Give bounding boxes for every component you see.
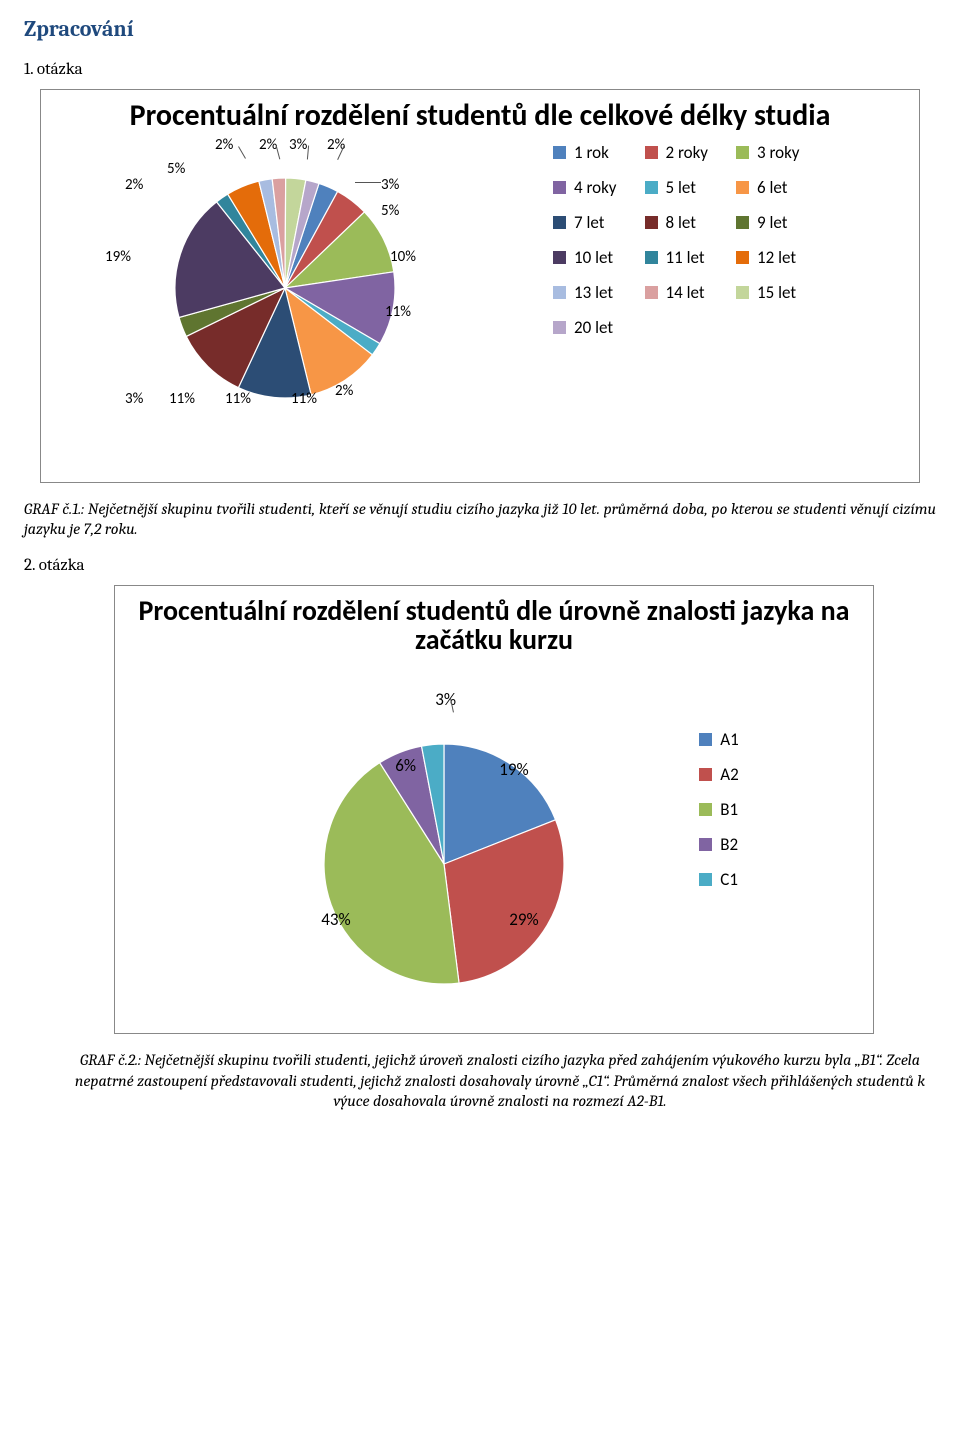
legend-item: 5 let — [645, 177, 709, 198]
legend-swatch — [699, 768, 712, 781]
legend-swatch — [645, 251, 658, 264]
legend-item: 6 let — [736, 177, 800, 198]
legend-swatch — [645, 286, 658, 299]
legend-label: 3 roky — [757, 142, 800, 163]
legend-swatch — [553, 216, 566, 229]
pct-label: 19% — [499, 759, 528, 780]
chart-1-legend: 1 rok 2 roky 3 roky 4 roky 5 let 6 let 7 let 8 … — [553, 142, 800, 338]
legend-label: 15 let — [757, 282, 796, 303]
legend-swatch — [645, 181, 658, 194]
pct-label: 11% — [291, 390, 317, 408]
legend-swatch — [699, 803, 712, 816]
pct-label: 3% — [125, 390, 143, 408]
legend-label: A1 — [720, 729, 738, 750]
legend-item: 3 roky — [736, 142, 800, 163]
pct-label: 2% — [327, 136, 345, 154]
pct-label: 2% — [125, 176, 143, 194]
legend-label: 1 rok — [574, 142, 609, 163]
legend-label: 8 let — [666, 212, 696, 233]
legend-item: 13 let — [553, 282, 617, 303]
chart-1-pie-wrap: 3% 5% 10% 11% 2% 11% 11% 11% 3% 19% 2% 5… — [55, 138, 535, 458]
pct-label: 11% — [225, 390, 251, 408]
legend-item: C1 — [699, 869, 738, 890]
legend-item: 9 let — [736, 212, 800, 233]
legend-label: 11 let — [666, 247, 705, 268]
legend-swatch — [645, 216, 658, 229]
legend-item: A2 — [699, 764, 738, 785]
legend-label: C1 — [720, 869, 738, 890]
legend-label: 20 let — [574, 317, 613, 338]
legend-swatch — [699, 873, 712, 886]
pct-label: 3% — [381, 176, 399, 194]
legend-item: 12 let — [736, 247, 800, 268]
legend-item: 8 let — [645, 212, 709, 233]
pct-label: 11% — [169, 390, 195, 408]
chart-2-container: Procentuální rozdělení studentů dle úrov… — [114, 585, 874, 1034]
legend-swatch — [553, 286, 566, 299]
chart-1-container: Procentuální rozdělení studentů dle celk… — [40, 89, 920, 483]
chart-2-caption: GRAF č.2.: Nejčetnější skupinu tvořili s… — [64, 1050, 936, 1112]
legend-swatch — [553, 146, 566, 159]
legend-label: 7 let — [574, 212, 604, 233]
legend-label: B1 — [720, 799, 738, 820]
legend-label: 10 let — [574, 247, 613, 268]
legend-item: 14 let — [645, 282, 709, 303]
legend-swatch — [736, 181, 749, 194]
leader-line — [355, 182, 381, 183]
pct-label: 10% — [390, 248, 416, 266]
legend-swatch — [736, 216, 749, 229]
pct-label: 5% — [381, 202, 399, 220]
section-title: Zpracování — [24, 16, 936, 42]
question-2-label: 2. otázka — [24, 556, 936, 575]
legend-swatch — [736, 286, 749, 299]
pct-label: 2% — [335, 382, 353, 400]
legend-item: 7 let — [553, 212, 617, 233]
legend-swatch — [699, 838, 712, 851]
legend-swatch — [553, 321, 566, 334]
chart-2-pie-wrap: 19% 29% 43% 6% 3% — [249, 679, 629, 1009]
legend-label: 2 roky — [666, 142, 709, 163]
legend-label: A2 — [720, 764, 738, 785]
question-1-label: 1. otázka — [24, 60, 936, 79]
legend-item: 4 roky — [553, 177, 617, 198]
pct-label: 6% — [395, 755, 416, 776]
legend-item: 2 roky — [645, 142, 709, 163]
chart-2-pie — [249, 679, 629, 1009]
legend-item: 10 let — [553, 247, 617, 268]
chart-2-legend: A1 A2 B1 B2 C1 — [699, 729, 738, 890]
chart-1-title: Procentuální rozdělení studentů dle celk… — [55, 100, 905, 132]
legend-label: 13 let — [574, 282, 613, 303]
pct-label: 43% — [321, 909, 350, 930]
legend-label: 4 roky — [574, 177, 617, 198]
pct-label: 11% — [385, 303, 411, 321]
legend-label: B2 — [720, 834, 738, 855]
legend-swatch — [736, 251, 749, 264]
chart-1-caption: GRAF č.1.: Nejčetnější skupinu tvořili s… — [24, 499, 936, 541]
pct-label: 3% — [289, 136, 307, 154]
legend-swatch — [645, 146, 658, 159]
legend-item: B1 — [699, 799, 738, 820]
legend-swatch — [699, 733, 712, 746]
legend-item: A1 — [699, 729, 738, 750]
legend-item: 20 let — [553, 317, 617, 338]
chart-2-title: Procentuální rozdělení studentů dle úrov… — [129, 596, 859, 655]
legend-swatch — [736, 146, 749, 159]
legend-swatch — [553, 181, 566, 194]
legend-label: 12 let — [757, 247, 796, 268]
legend-item: 11 let — [645, 247, 709, 268]
legend-item: 15 let — [736, 282, 800, 303]
pct-label: 19% — [105, 248, 131, 266]
legend-label: 5 let — [666, 177, 696, 198]
pct-label: 5% — [167, 160, 185, 178]
legend-item: B2 — [699, 834, 738, 855]
pct-label: 29% — [509, 909, 538, 930]
legend-item: 1 rok — [553, 142, 617, 163]
legend-label: 14 let — [666, 282, 705, 303]
legend-label: 9 let — [757, 212, 787, 233]
legend-label: 6 let — [757, 177, 787, 198]
legend-swatch — [553, 251, 566, 264]
pct-label: 2% — [259, 136, 277, 154]
pct-label: 2% — [215, 136, 233, 154]
